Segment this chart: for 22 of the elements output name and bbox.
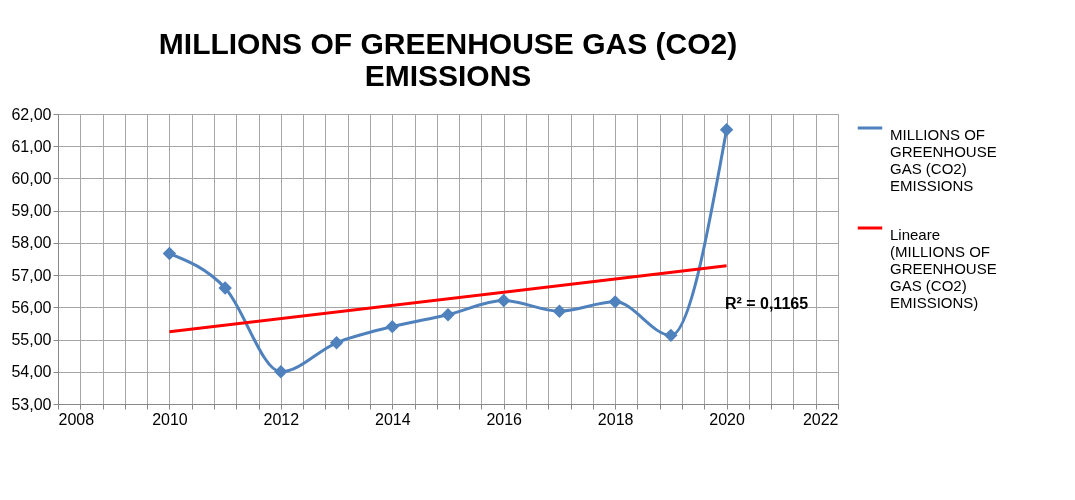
y-tick-label: 58,00 <box>11 234 52 252</box>
annotation: R² = 0,1165 <box>724 294 809 312</box>
y-tick-label: 57,00 <box>11 266 52 284</box>
x-tick-label: 2018 <box>597 410 634 428</box>
y-tick-label: 62,00 <box>11 105 52 123</box>
x-tick-label: 2020 <box>709 410 745 428</box>
x-tick-label: 2022 <box>802 410 839 428</box>
x-tick-label: 2016 <box>486 410 523 428</box>
y-tick-label: 55,00 <box>11 331 52 349</box>
y-tick-label: 56,00 <box>11 298 52 316</box>
legend-label: MILLIONS OF GREENHOUSE GAS (CO2) EMISSIONS <box>890 126 997 194</box>
y-tick-label: 53,00 <box>11 395 52 413</box>
x-tick-label: 2012 <box>263 410 300 428</box>
x-tick-label: 2010 <box>152 410 188 428</box>
y-tick-label: 54,00 <box>11 363 52 381</box>
x-tick-label: 2014 <box>374 410 411 428</box>
y-tick-label: 60,00 <box>11 169 52 187</box>
y-tick-label: 59,00 <box>11 202 52 220</box>
x-tick-label: 2008 <box>58 410 95 428</box>
y-tick-label: 61,00 <box>11 137 52 155</box>
legend-label: Lineare (MILLIONS OF GREENHOUSE GAS (CO2) EMISSIONS) <box>890 226 997 311</box>
chart-title: MILLIONS OF GREENHOUSE GAS (CO2) EMISSIONS <box>158 27 738 92</box>
